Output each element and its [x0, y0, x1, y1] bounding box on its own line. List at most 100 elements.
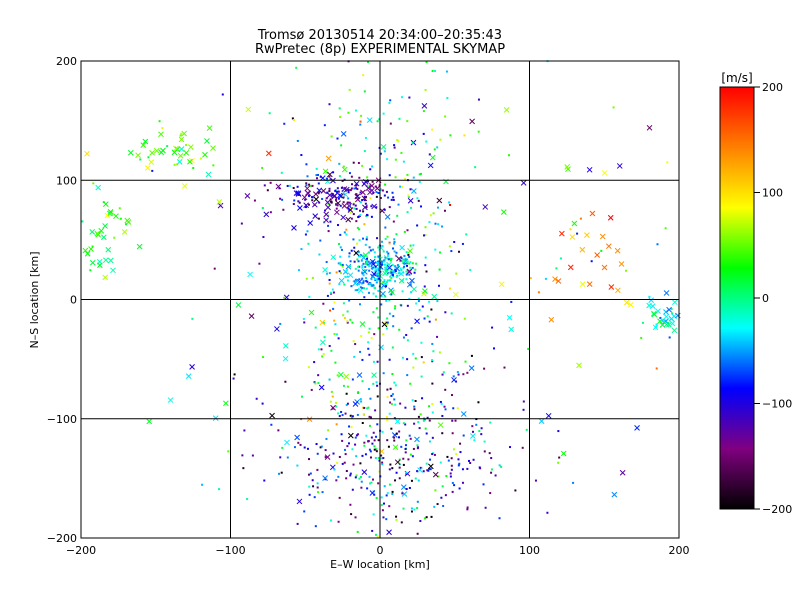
dot-marker-1041	[391, 467, 394, 470]
dot-marker-1134	[380, 504, 383, 507]
dot-marker-55	[434, 318, 437, 321]
dot-marker-1203	[371, 478, 374, 481]
dot-marker-345	[406, 358, 409, 361]
dot-marker-1031	[451, 419, 454, 422]
dot-marker-11	[431, 402, 434, 405]
dot-marker-275	[322, 321, 325, 324]
dot-marker-1093	[303, 446, 306, 449]
dot-marker-875	[329, 178, 332, 181]
dot-marker-1061	[314, 525, 317, 528]
dot-marker-305	[340, 144, 343, 147]
dot-marker-64	[330, 390, 333, 393]
dot-marker-204	[388, 483, 391, 486]
dot-marker-1324	[655, 367, 658, 370]
dot-marker-75	[411, 262, 414, 265]
cross-marker-1263	[452, 291, 459, 298]
cross-marker-49	[356, 372, 363, 378]
dot-marker-1019	[417, 479, 420, 482]
dot-marker-800	[324, 209, 327, 212]
cross-marker-1246	[380, 144, 387, 150]
dot-marker-1131	[439, 461, 442, 464]
dot-marker-214	[376, 120, 379, 123]
dot-marker-1355	[351, 415, 354, 418]
dot-marker-535	[409, 244, 412, 247]
dot-marker-202	[455, 453, 458, 456]
dot-marker-257	[281, 446, 284, 449]
dot-marker-193	[367, 347, 370, 350]
dot-marker-772	[347, 189, 350, 192]
dot-marker-308	[465, 233, 468, 236]
cross-marker-1472	[652, 324, 659, 331]
dot-marker-971	[410, 510, 413, 513]
dot-marker-1001	[457, 464, 460, 467]
cross-marker-188	[414, 318, 420, 325]
dot-marker-602	[373, 278, 376, 281]
dot-marker-951	[381, 461, 384, 464]
cross-marker-1405	[144, 165, 151, 171]
dot-marker-420	[416, 500, 419, 503]
dot-marker-1228	[490, 471, 493, 474]
cross-marker-1365	[564, 163, 571, 170]
dot-marker-492	[408, 297, 411, 300]
cross-marker-1390	[153, 147, 160, 154]
dot-marker-378	[401, 186, 404, 189]
dot-marker-1210	[350, 513, 353, 516]
dot-marker-337	[369, 197, 372, 200]
dot-marker-1170	[429, 468, 432, 471]
dot-marker-1226	[454, 419, 457, 422]
dot-marker-1176	[430, 515, 433, 518]
cross-marker-98	[371, 372, 377, 378]
dot-marker-744	[371, 180, 374, 183]
dot-marker-1123	[316, 482, 319, 485]
cross-marker-908	[334, 209, 340, 216]
dot-marker-333	[350, 426, 353, 429]
dot-marker-1166	[373, 439, 376, 442]
dot-marker-714	[413, 271, 416, 274]
cross-marker-1342	[336, 192, 343, 199]
dot-marker-684	[374, 265, 377, 268]
dot-marker-803	[343, 178, 346, 181]
dot-marker-376	[359, 476, 362, 479]
cross-marker-882	[326, 192, 333, 198]
dot-marker-1258	[297, 269, 300, 272]
dot-marker-1300	[466, 371, 469, 374]
dot-marker-102	[458, 462, 461, 465]
dot-marker-26	[422, 132, 425, 135]
dot-marker-1391	[192, 167, 195, 170]
dot-marker-986	[316, 486, 319, 489]
dot-marker-616	[359, 254, 362, 257]
dot-marker-121	[428, 320, 431, 323]
cross-marker-1313	[508, 326, 515, 333]
cross-marker-374	[427, 162, 434, 169]
dot-marker-1374	[307, 242, 310, 245]
cross-marker-1333	[627, 302, 634, 308]
dot-marker-1213	[368, 448, 371, 451]
dot-marker-501	[377, 289, 380, 292]
dot-marker-260	[317, 217, 320, 220]
dot-marker-266	[405, 273, 408, 276]
dot-marker-1044	[349, 472, 352, 475]
dot-marker-922	[311, 184, 314, 187]
dot-marker-1234	[349, 474, 352, 477]
dot-marker-35	[375, 448, 378, 451]
dot-marker-271	[388, 312, 391, 315]
dot-marker-715	[393, 242, 396, 245]
dot-marker-901	[336, 204, 339, 207]
dot-marker-290	[362, 406, 365, 409]
dot-marker-464	[362, 413, 365, 416]
dot-marker-806	[352, 203, 355, 206]
dot-marker-984	[441, 373, 444, 376]
dot-marker-807	[269, 181, 272, 184]
dot-marker-663	[376, 275, 379, 278]
dot-marker-764	[406, 229, 409, 232]
x-tick-label-3: 100	[519, 544, 540, 557]
dot-marker-321	[453, 240, 456, 243]
dot-marker-607	[386, 250, 389, 253]
cross-marker-840	[312, 213, 319, 219]
cross-marker-867	[361, 181, 368, 187]
dot-marker-1161	[320, 348, 323, 351]
cross-marker-334	[384, 214, 391, 220]
cross-marker-905	[263, 211, 270, 218]
dot-marker-1370	[300, 154, 303, 157]
dot-marker-32	[309, 184, 312, 187]
